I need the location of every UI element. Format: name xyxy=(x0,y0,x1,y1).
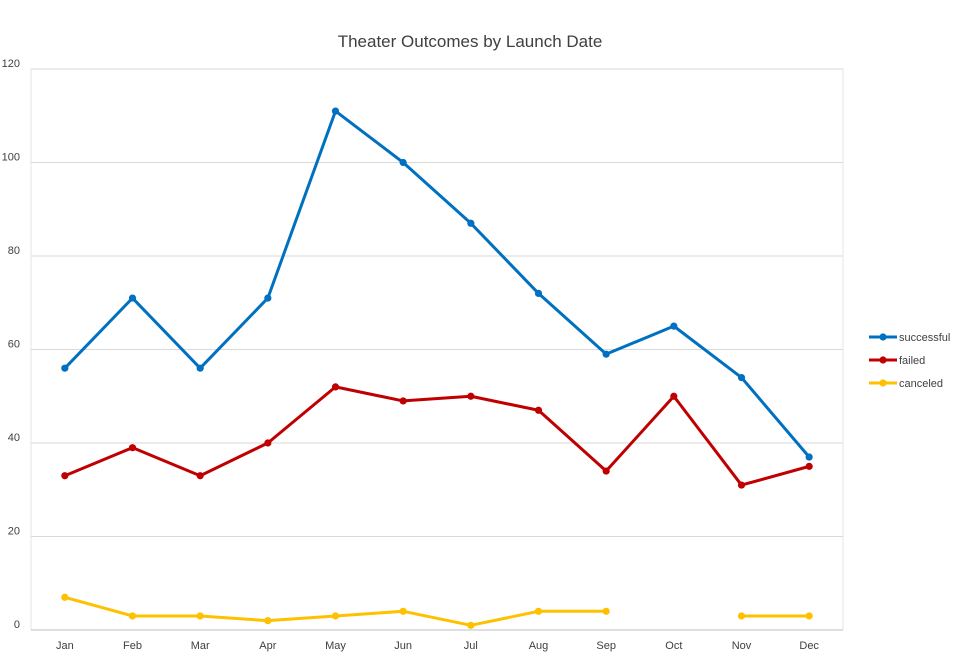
legend-label: canceled xyxy=(899,378,943,390)
y-tick-label: 0 xyxy=(14,619,20,631)
series-successful xyxy=(61,107,813,461)
data-point-canceled xyxy=(196,612,204,620)
data-point-failed xyxy=(331,383,340,391)
x-axis-ticks: Jan Feb Mar Apr May Jun Jul Aug Sep Oct Nov Dec xyxy=(56,640,819,652)
data-point-canceled xyxy=(331,612,340,620)
data-point-successful xyxy=(331,107,340,115)
x-tick-label: Sep xyxy=(596,640,616,652)
data-point-failed xyxy=(467,392,475,400)
legend-item-successful: successful xyxy=(869,332,950,344)
data-point-canceled xyxy=(467,621,475,629)
data-point-successful xyxy=(602,350,610,358)
data-point-successful xyxy=(737,373,746,382)
series xyxy=(61,107,813,629)
x-tick-label: Feb xyxy=(123,640,142,652)
gridlines xyxy=(31,68,843,631)
x-tick-label: Jul xyxy=(464,640,478,652)
data-point-successful xyxy=(467,219,475,227)
data-point-canceled xyxy=(399,607,407,615)
chart-title: Theater Outcomes by Launch Date xyxy=(338,32,603,51)
x-tick-label: Nov xyxy=(732,640,752,652)
data-point-canceled xyxy=(128,612,137,620)
y-tick-label: 100 xyxy=(2,152,20,164)
legend-marker xyxy=(879,333,887,341)
data-point-failed xyxy=(670,392,678,400)
x-tick-label: Oct xyxy=(665,640,682,652)
data-point-successful xyxy=(534,289,543,297)
data-point-failed xyxy=(805,462,813,470)
data-point-canceled xyxy=(737,612,746,620)
data-point-successful xyxy=(670,322,678,330)
x-tick-label: Dec xyxy=(799,640,819,652)
series-canceled xyxy=(61,593,813,629)
x-tick-label: Mar xyxy=(191,640,210,652)
y-axis-ticks: 0 20 40 60 80 100 120 xyxy=(2,58,20,631)
legend-label: failed xyxy=(899,355,925,367)
data-point-successful xyxy=(61,364,69,372)
series-line-successful xyxy=(63,109,811,459)
y-tick-label: 60 xyxy=(8,339,20,351)
data-point-successful xyxy=(264,294,272,302)
data-point-successful xyxy=(399,158,407,167)
data-point-successful xyxy=(196,364,204,372)
data-point-failed xyxy=(264,439,272,447)
legend-item-failed: failed xyxy=(869,355,925,367)
series-line-failed xyxy=(63,385,811,487)
legend-marker xyxy=(879,379,887,387)
x-tick-label: Jan xyxy=(56,640,74,652)
y-tick-label: 40 xyxy=(8,432,20,444)
x-tick-label: Apr xyxy=(259,640,276,652)
data-point-successful xyxy=(805,453,813,461)
data-point-failed xyxy=(196,472,204,480)
data-point-failed xyxy=(399,397,407,405)
data-point-failed xyxy=(602,467,610,475)
data-point-canceled xyxy=(534,607,543,615)
data-point-failed xyxy=(61,472,69,480)
x-tick-label: May xyxy=(325,640,346,652)
y-tick-label: 20 xyxy=(8,526,20,538)
data-point-canceled xyxy=(805,612,813,620)
data-point-canceled xyxy=(264,617,272,625)
y-tick-label: 120 xyxy=(2,58,20,70)
series-failed xyxy=(61,383,813,489)
legend-item-canceled: canceled xyxy=(869,378,943,390)
data-point-successful xyxy=(128,294,137,302)
legend: successful failed canceled xyxy=(869,332,950,390)
data-point-canceled xyxy=(61,593,69,601)
legend-marker xyxy=(879,356,887,364)
data-point-failed xyxy=(737,481,746,489)
data-point-failed xyxy=(128,444,137,452)
y-tick-label: 80 xyxy=(8,245,20,257)
x-tick-label: Aug xyxy=(529,640,549,652)
data-point-failed xyxy=(534,406,543,414)
x-tick-label: Jun xyxy=(394,640,412,652)
data-point-canceled xyxy=(602,607,610,615)
legend-label: successful xyxy=(899,332,950,344)
